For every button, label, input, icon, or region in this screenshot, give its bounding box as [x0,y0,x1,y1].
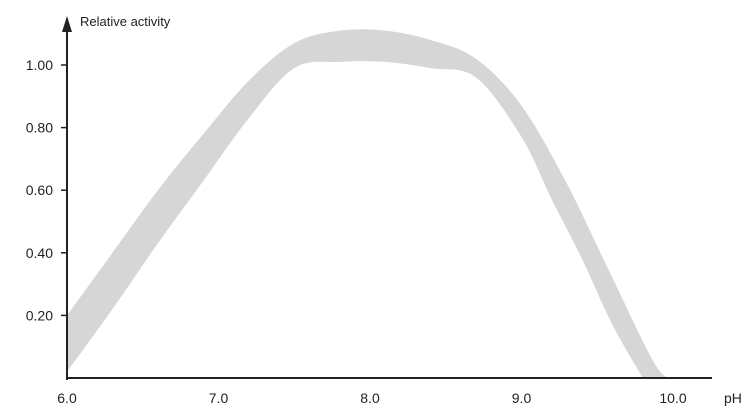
x-tick-label: 6.0 [57,390,77,406]
x-tick-label: 8.0 [360,390,380,406]
y-axis-arrow [62,16,72,32]
y-tick-group: 0.20 0.40 0.60 0.80 1.00 [26,57,67,323]
y-tick-label: 0.60 [26,182,53,198]
y-tick-label: 1.00 [26,57,53,73]
y-tick-label: 0.40 [26,245,53,261]
x-tick-label: 7.0 [209,390,229,406]
activity-band [67,29,681,379]
y-tick-label: 0.20 [26,307,53,323]
x-tick-label: 9.0 [512,390,532,406]
y-axis-title: Relative activity [80,14,171,29]
y-tick-label: 0.80 [26,120,53,136]
x-tick-group: 6.0 7.0 8.0 9.0 10.0 [57,390,687,406]
x-tick-label: 10.0 [659,390,686,406]
x-axis-title: pH [724,390,742,406]
